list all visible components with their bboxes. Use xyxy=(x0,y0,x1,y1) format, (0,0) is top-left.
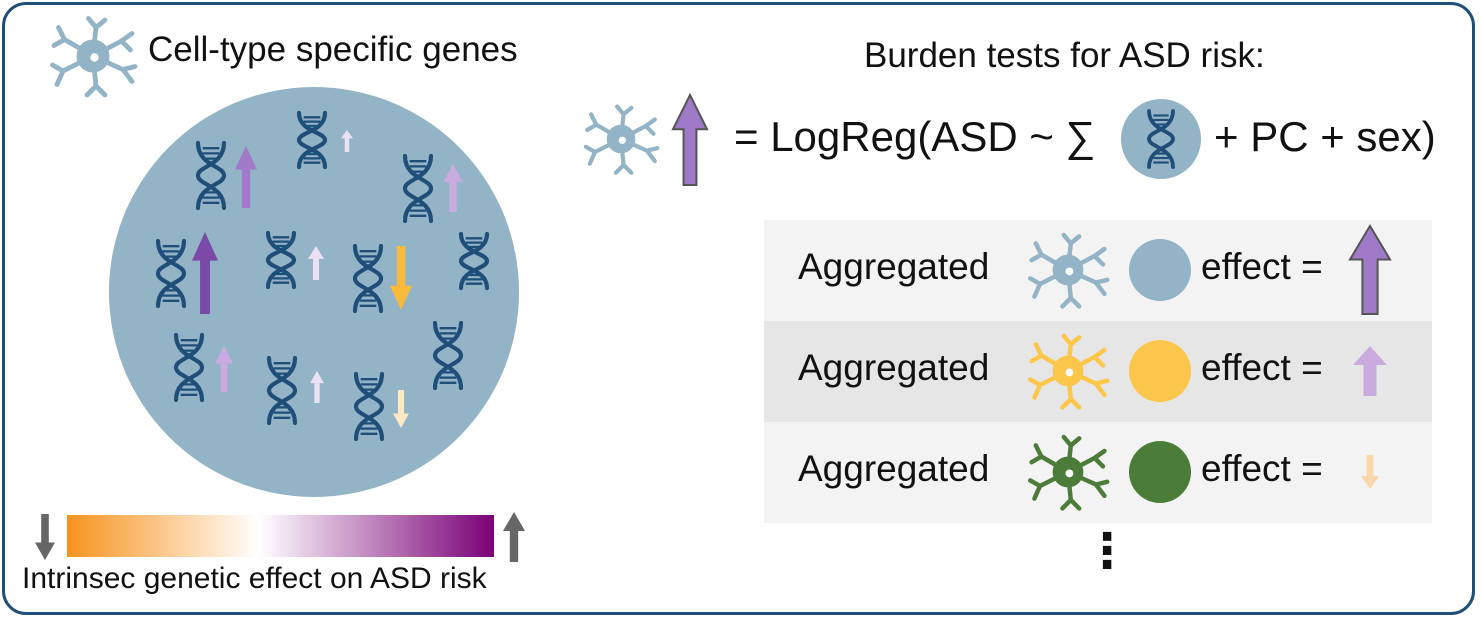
dna-icon xyxy=(155,238,187,309)
equation-lhs: = LogReg(ASD ~ ∑ xyxy=(734,113,1096,160)
dna-icon xyxy=(266,355,298,426)
arrow-down-icon xyxy=(393,390,409,428)
dna-icon xyxy=(1147,109,1175,169)
result-row: Aggregated effect = xyxy=(764,220,1432,321)
row-effect-label: effect = xyxy=(1201,448,1323,489)
gene-set xyxy=(155,110,490,442)
dna-icon xyxy=(432,320,464,391)
dna-icon xyxy=(265,230,297,290)
arrow-up-icon xyxy=(308,246,324,280)
gene-set-symbol xyxy=(1121,99,1201,179)
neuron-icon xyxy=(50,16,138,98)
row-label: Aggregated xyxy=(798,448,990,489)
equation-rhs: + PC + sex) xyxy=(1214,113,1436,160)
row-label: Aggregated xyxy=(798,347,990,388)
dna-icon xyxy=(173,332,205,403)
arrow-up-icon xyxy=(341,130,353,152)
row-effect-label: effect = xyxy=(1201,246,1323,287)
colorbar-label: Intrinsec genetic effect on ASD risk xyxy=(22,562,487,595)
burden-tests-title: Burden tests for ASD risk: xyxy=(864,36,1265,75)
arrow-up-icon xyxy=(235,146,257,208)
dna-icon xyxy=(353,371,385,442)
legend-title: Cell-type specific genes xyxy=(148,30,518,69)
arrow-down-icon xyxy=(35,514,55,560)
row-effect-label: effect = xyxy=(1201,347,1323,388)
arrow-up-icon xyxy=(215,346,233,392)
result-row: Aggregated effect = xyxy=(764,422,1432,523)
arrow-up-icon xyxy=(443,164,463,212)
arrow-down-icon xyxy=(390,246,412,310)
colorbar xyxy=(67,515,494,557)
dna-icon xyxy=(195,140,227,211)
dna-icon xyxy=(402,153,434,224)
neuron-icon xyxy=(583,104,660,175)
arrow-up-icon xyxy=(192,232,218,314)
dna-icon xyxy=(352,243,384,314)
dna-icon xyxy=(296,110,328,170)
arrow-up-icon xyxy=(671,92,709,186)
row-label: Aggregated xyxy=(798,246,990,287)
continuation-dots: ⋮ xyxy=(1083,525,1131,578)
arrow-up-icon xyxy=(310,371,324,403)
dna-icon xyxy=(458,231,490,291)
result-row: Aggregated effect = xyxy=(764,321,1432,422)
arrow-up-icon xyxy=(503,512,525,562)
